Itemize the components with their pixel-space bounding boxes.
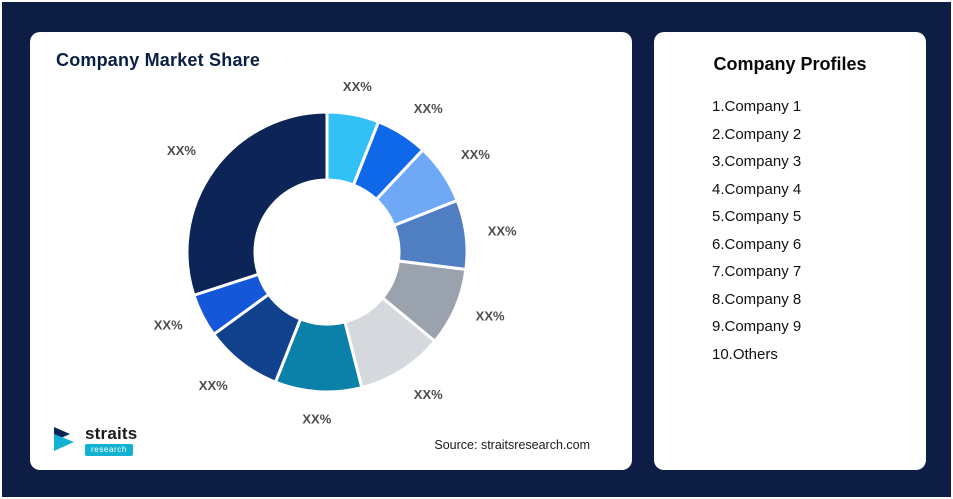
slice-label: XX% [488, 224, 517, 239]
company-list-item: 7.Company 7 [712, 263, 802, 280]
company-list-item: 9.Company 9 [712, 318, 802, 335]
slice-label: XX% [343, 79, 372, 94]
company-list-item: 10.Others [712, 345, 778, 363]
company-list-item: 2.Company 2 [712, 125, 802, 143]
company-profiles-list: 1.Company 1 2.Company 2 3.Company 3 4.Compa… [654, 93, 926, 368]
profiles-title: Company Profiles [713, 54, 867, 74]
straits-logo-icon [54, 427, 74, 451]
logo-name: straits [85, 424, 138, 443]
company-profiles-card: Company Profiles 1.Company 1 2.Company 2 3… [654, 32, 926, 470]
logo-subtitle: research [85, 444, 133, 456]
slice-label: XX% [414, 101, 443, 116]
company-list-item: 6.Company 6 [712, 235, 802, 253]
slice-label: XX% [414, 387, 443, 402]
chart-title: Company Market Share [56, 50, 261, 70]
company-list-item: 3.Company 3 [712, 153, 802, 170]
company-list-item: 1.Company 1 [712, 98, 802, 115]
donut-slice [185, 110, 329, 297]
market-share-donut: XX% XX% XX% XX% XX% XX% XX% XX% XX% XX% [30, 77, 632, 427]
market-share-card: Company Market Share XX% XX% XX% XX% XX% XX% X… [30, 32, 632, 470]
company-list-item: 8.Company 8 [712, 290, 802, 308]
source-text: Source: straitsresearch.com [434, 438, 590, 452]
company-list-item: 4.Company 4 [712, 180, 802, 198]
straits-research-logo: straits research [54, 425, 137, 456]
slice-label: XX% [476, 308, 505, 323]
slice-label: XX% [199, 378, 228, 393]
slice-label: XX% [461, 147, 490, 162]
slice-label: XX% [302, 412, 331, 427]
logo-text-block: straits research [85, 425, 137, 456]
company-list-item: 5.Company 5 [712, 208, 802, 225]
slice-label: XX% [167, 143, 196, 158]
slice-label: XX% [154, 318, 183, 333]
